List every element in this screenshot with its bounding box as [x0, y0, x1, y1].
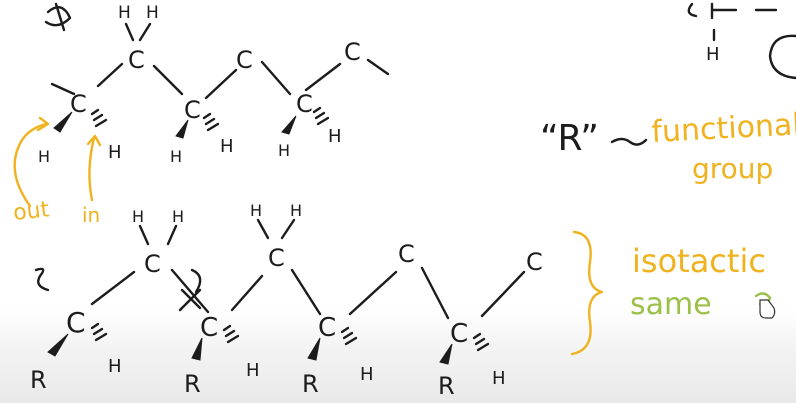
atom-c-top-1: C: [128, 46, 145, 74]
r-definition: “R” functional group: [540, 107, 796, 185]
label-functional: functional: [651, 107, 796, 150]
atom-h-out-1: H: [38, 147, 50, 166]
curly-brace: [570, 230, 604, 356]
arrowhead-out: [36, 116, 50, 132]
wedge-b1: [47, 333, 69, 357]
atom-h-bottom-2: H: [246, 360, 260, 381]
hash-1: [90, 108, 108, 128]
partial-bonds: [687, 2, 778, 20]
cross-mark: [178, 268, 202, 312]
bond-top-end: [366, 58, 390, 76]
atom-c-stereo-1: C: [70, 90, 87, 118]
backbone-bottom: [90, 266, 526, 320]
atom-h-bottom-4: H: [492, 368, 506, 389]
atom-r-1: R: [30, 366, 47, 394]
atom-h-b4: H: [290, 201, 302, 220]
atom-c-stereo-b3: C: [318, 313, 336, 343]
atom-h-in-1: H: [108, 142, 122, 163]
atom-c-stereo-b2: C: [200, 313, 218, 343]
ring-partial: [768, 34, 796, 80]
atom-h-top-2: H: [146, 3, 159, 23]
atom-h-partial: H: [706, 44, 720, 65]
atom-c-bottom-2: C: [268, 244, 285, 272]
atom-r-3: R: [302, 370, 319, 398]
arrow-out: [13, 122, 48, 208]
atom-r-4: R: [438, 372, 455, 400]
atom-r-2: R: [184, 370, 201, 398]
wedge-1: [53, 111, 73, 133]
wedge-b4: [439, 343, 453, 365]
label-same: same: [630, 287, 712, 322]
atom-h-b2: H: [172, 207, 184, 226]
atom-h-bottom-3: H: [360, 364, 374, 385]
bottom-chain: H H C H H C C C C C C C R H R H R: [30, 201, 543, 400]
mouse-cursor-icon: [759, 299, 776, 319]
out-in-annotation: out in: [12, 116, 102, 227]
squiggle-left: [34, 267, 50, 292]
arrow-in: [88, 136, 96, 202]
bonds-bottom-h-2: [256, 218, 296, 240]
atom-c-stereo-3: C: [296, 90, 313, 118]
hash-b1: [90, 322, 108, 342]
bonds-top-h: [124, 22, 152, 42]
backbone-top: [50, 60, 342, 100]
atom-c-top-3: C: [344, 38, 361, 66]
atom-c-stereo-b4: C: [450, 319, 468, 349]
label-group: group: [692, 152, 773, 185]
atom-h-out-3: H: [278, 141, 290, 160]
partial-structure-top-right: H: [687, 2, 796, 80]
atom-h-in-3: H: [328, 126, 342, 147]
tilde-dash: [610, 137, 648, 146]
atom-h-out-2: H: [170, 147, 182, 166]
wedge-2: [175, 119, 189, 139]
hash-b3: [340, 326, 358, 346]
atom-h-bottom-1: H: [108, 356, 122, 377]
atom-c-top-2: C: [236, 46, 253, 74]
label-r-quoted: “R”: [540, 118, 599, 159]
atom-h-b1: H: [132, 207, 144, 226]
hash-b4: [472, 332, 490, 352]
label-out: out: [12, 197, 51, 226]
label-in: in: [82, 203, 100, 227]
atom-c-bottom-1: C: [144, 250, 161, 278]
atom-h-in-2: H: [220, 136, 234, 157]
arrowhead-in: [86, 134, 102, 147]
label-isotactic: isotactic: [632, 242, 766, 280]
atom-c-stereo-b1: C: [66, 306, 86, 339]
atom-h-top-1: H: [118, 3, 131, 23]
atom-c-bottom-3: C: [398, 240, 415, 268]
top-chain: H H C C C C C C H H H H H H: [38, 2, 390, 166]
hash-3: [312, 106, 330, 126]
atom-c-bottom-4: C: [526, 248, 543, 276]
bonds-bottom-h-1: [138, 224, 178, 246]
hash-2: [202, 112, 220, 132]
hash-b2: [222, 324, 240, 344]
wedge-3: [281, 115, 297, 135]
scribble-top-left: [44, 2, 72, 32]
atom-c-stereo-2: C: [184, 96, 201, 124]
atom-h-b3: H: [250, 201, 262, 220]
wedge-b2: [191, 337, 203, 361]
wedge-b3: [307, 337, 321, 361]
isotactic-annotation: isotactic same: [570, 230, 772, 356]
